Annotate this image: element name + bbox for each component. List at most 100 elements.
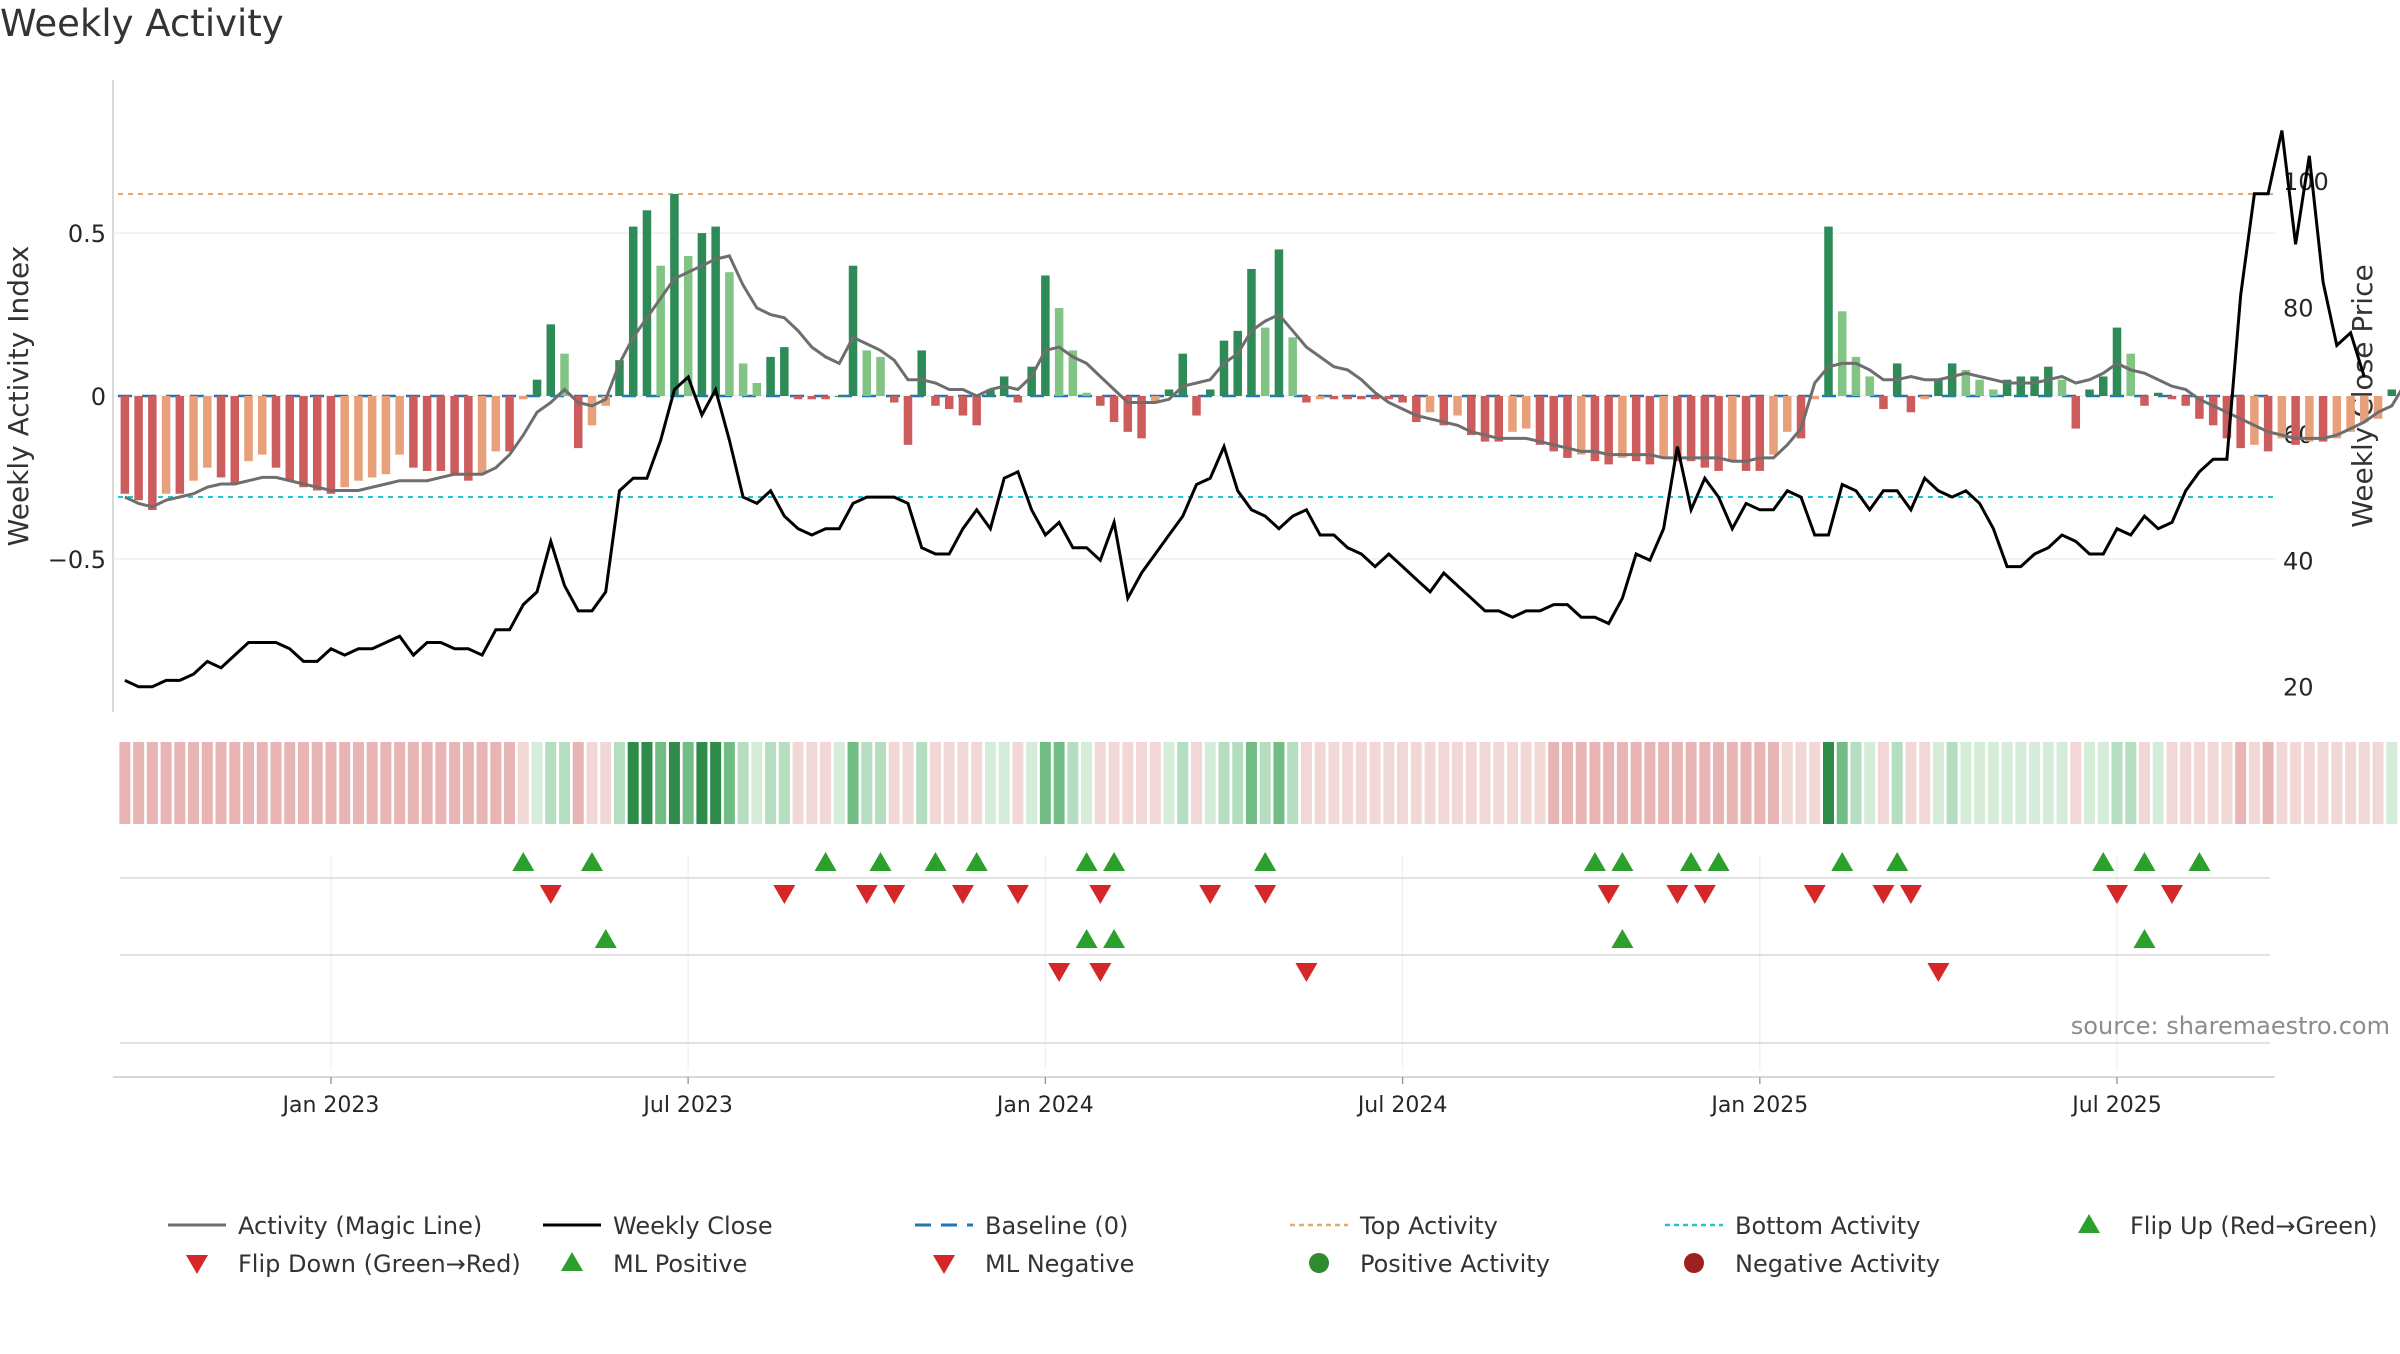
activity-bar — [835, 396, 844, 397]
heat-strip-cell — [1259, 742, 1271, 824]
right-tick-label: 20 — [2283, 674, 2314, 702]
heat-strip-cell — [572, 742, 584, 824]
heat-strip-cell — [270, 742, 282, 824]
ml-negative-marker — [1089, 963, 1112, 982]
heat-strip-cell — [847, 742, 859, 824]
heat-strip-cell — [586, 742, 598, 824]
heat-strip-cell — [2221, 742, 2233, 824]
activity-bar — [546, 324, 556, 396]
heat-strip-cell — [201, 742, 213, 824]
legend-swatch — [1684, 1253, 1704, 1273]
heat-strip-cell — [2235, 742, 2247, 824]
heat-strip-cell — [888, 742, 900, 824]
activity-bar — [175, 396, 185, 494]
heat-strip-cell — [2056, 742, 2068, 824]
activity-bar — [1920, 396, 1929, 400]
activity-bar — [312, 396, 322, 491]
heat-strip-cell — [1465, 742, 1477, 824]
activity-bar — [560, 353, 569, 396]
legend-item: Activity (Magic Line) — [168, 1212, 482, 1240]
activity-bar — [1851, 356, 1861, 396]
heat-strip-cell — [1479, 742, 1491, 824]
activity-bar — [1590, 396, 1600, 462]
legend-label: Weekly Close — [613, 1212, 773, 1240]
heat-strip-cell — [1452, 742, 1464, 824]
heat-strip-cell — [833, 742, 845, 824]
flip-down-marker — [1693, 885, 1716, 904]
flip-up-marker — [1886, 852, 1909, 871]
heat-strip-cell — [421, 742, 433, 824]
activity-bar — [1302, 396, 1311, 403]
heat-strip-cell — [160, 742, 172, 824]
flip-down-marker — [855, 885, 878, 904]
activity-bar — [1604, 396, 1613, 465]
heat-strip-cell — [2303, 742, 2315, 824]
heat-strip-cell — [1355, 742, 1367, 824]
activity-bar — [944, 396, 954, 410]
activity-bar — [1521, 396, 1531, 429]
activity-bar — [1989, 389, 1998, 396]
activity-bar — [766, 356, 775, 396]
heat-strip-cell — [1685, 742, 1697, 824]
activity-bar — [2236, 396, 2245, 449]
heat-strip-cell — [1383, 742, 1395, 824]
heat-strip-cell — [1397, 742, 1409, 824]
activity-bar — [1563, 396, 1572, 458]
activity-bar — [1769, 396, 1778, 455]
activity-bar — [244, 396, 253, 462]
heat-strip-cell — [902, 742, 914, 824]
activity-bar — [1480, 396, 1490, 442]
activity-bar — [1467, 396, 1476, 436]
activity-bar — [1343, 396, 1352, 400]
heat-strip-cell — [778, 742, 790, 824]
activity-bar — [1370, 396, 1380, 400]
activity-bar — [725, 272, 734, 396]
heat-strip-cell — [1561, 742, 1573, 824]
activity-bar — [1233, 330, 1242, 396]
legend-swatch — [561, 1252, 583, 1271]
activity-bar — [1700, 396, 1710, 468]
activity-bar — [519, 396, 528, 400]
flip-up-marker — [2133, 852, 2156, 871]
heat-strip-cell — [2207, 742, 2219, 824]
heat-strip-cell — [407, 742, 419, 824]
heat-strip-cell — [627, 742, 639, 824]
activity-bar — [1398, 396, 1407, 403]
activity-bar — [1576, 396, 1586, 455]
heat-strip-cell — [820, 742, 832, 824]
activity-bar — [2140, 396, 2149, 406]
heat-strip-cell — [1877, 742, 1889, 824]
activity-bar — [148, 396, 157, 511]
activity-bar — [2250, 396, 2259, 445]
heat-strip-cell — [1960, 742, 1972, 824]
heat-strip-cell — [641, 742, 653, 824]
flip-down-marker — [1899, 885, 1922, 904]
activity-bar — [1054, 308, 1064, 396]
activity-bar — [1013, 396, 1023, 403]
chart-title: Weekly Activity — [0, 2, 284, 45]
activity-bar — [1494, 396, 1504, 442]
heat-strip-cell — [682, 742, 694, 824]
activity-bar — [1164, 389, 1174, 396]
flip-down-marker — [2106, 885, 2129, 904]
heat-strip-cell — [1575, 742, 1587, 824]
heat-strip-cell — [2180, 742, 2192, 824]
heat-strip-cell — [2097, 742, 2109, 824]
heat-strip-cell — [1094, 742, 1106, 824]
heat-strip-cell — [1946, 742, 1958, 824]
heat-strip-cell — [1671, 742, 1683, 824]
heat-strip-cell — [1314, 742, 1326, 824]
heat-strip-cell — [1520, 742, 1532, 824]
activity-bar — [628, 226, 638, 396]
heat-strip-cell — [668, 742, 680, 824]
heat-strip-cell — [655, 742, 667, 824]
activity-bar — [670, 194, 679, 396]
activity-bar — [1315, 396, 1325, 400]
heat-strip-cell — [2111, 742, 2123, 824]
legend-label: Activity (Magic Line) — [238, 1212, 482, 1240]
heat-strip-cell — [380, 742, 392, 824]
heat-strip-cell — [792, 742, 804, 824]
heat-strip-cell — [2262, 742, 2274, 824]
heat-strip-cell — [1177, 742, 1189, 824]
flip-up-marker — [2188, 852, 2211, 871]
